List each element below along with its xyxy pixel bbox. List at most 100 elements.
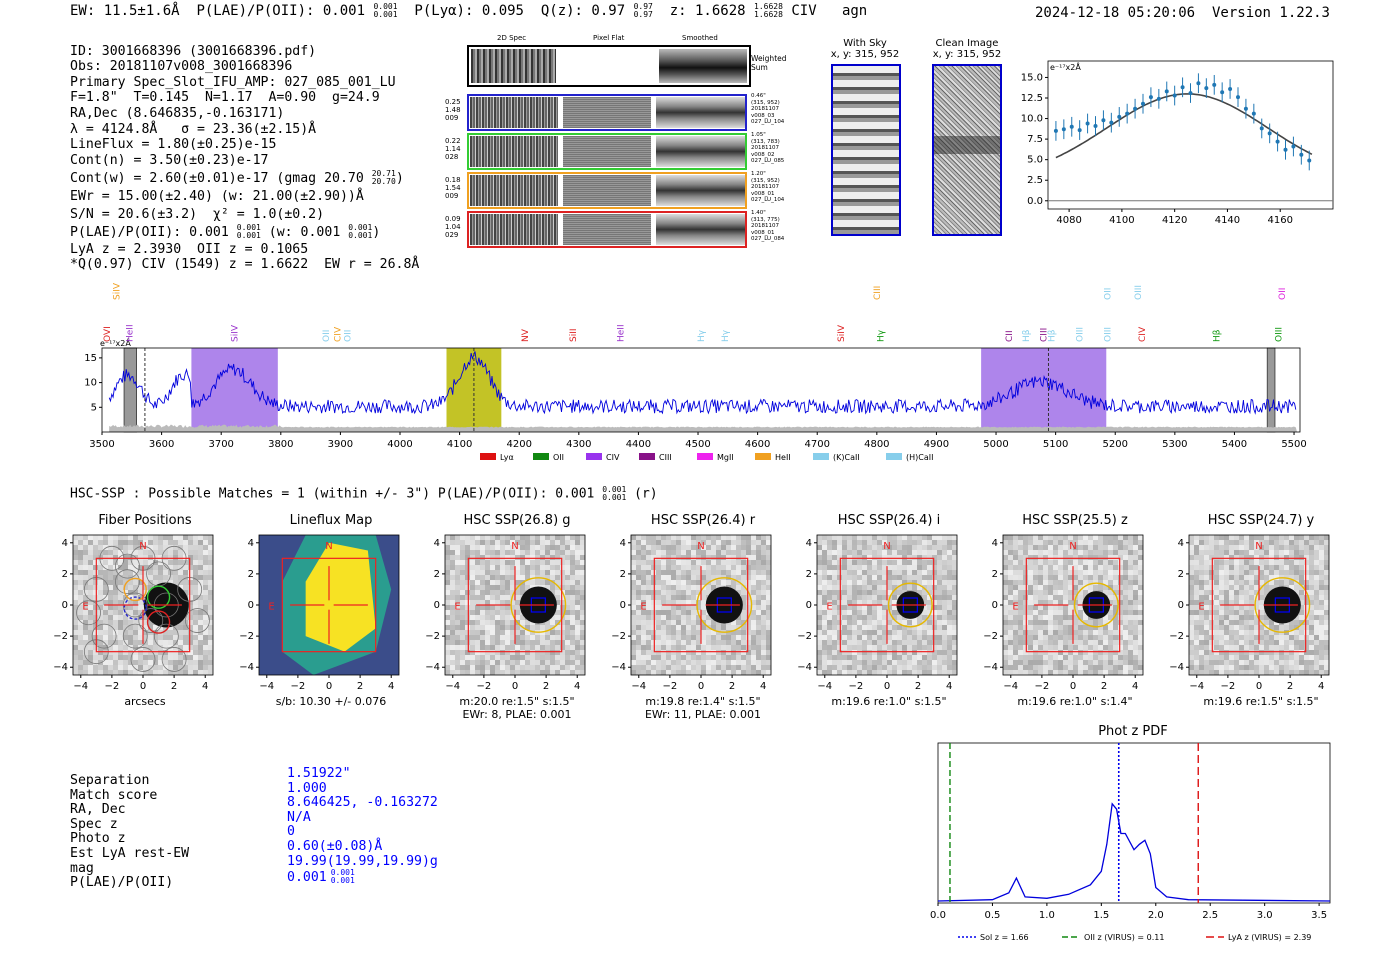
noise-pixel — [766, 635, 771, 640]
noise-pixel — [1028, 545, 1033, 550]
noise-pixel — [93, 555, 98, 560]
noise-pixel — [741, 625, 746, 630]
noise-pixel — [937, 665, 942, 670]
noise-pixel — [530, 660, 535, 665]
noise-pixel — [867, 650, 872, 655]
noise-pixel — [862, 650, 867, 655]
noise-pixel — [1043, 580, 1048, 585]
noise-pixel — [158, 570, 163, 575]
noise-pixel — [203, 615, 208, 620]
noise-pixel — [817, 595, 822, 600]
noise-pixel — [1254, 550, 1259, 555]
noise-pixel — [1003, 635, 1008, 640]
noise-pixel — [1033, 645, 1038, 650]
noise-pixel — [500, 570, 505, 575]
noise-pixel — [892, 595, 897, 600]
noise-pixel — [1093, 655, 1098, 660]
noise-pixel — [656, 625, 661, 630]
noise-pixel — [716, 540, 721, 545]
noise-pixel — [651, 590, 656, 595]
noise-pixel — [1239, 630, 1244, 635]
noise-pixel — [138, 630, 143, 635]
noise-pixel — [696, 670, 701, 675]
noise-pixel — [500, 635, 505, 640]
noise-pixel — [575, 590, 580, 595]
noise-pixel — [666, 555, 671, 560]
noise-pixel — [912, 645, 917, 650]
noise-pixel — [1088, 540, 1093, 545]
noise-pixel — [98, 570, 103, 575]
noise-pixel — [1133, 650, 1138, 655]
noise-pixel — [178, 670, 183, 675]
noise-pixel — [1138, 535, 1143, 540]
noise-pixel — [88, 555, 93, 560]
noise-pixel — [1209, 605, 1214, 610]
spectrum-shaded-window — [981, 348, 1107, 432]
thumb-x-tick-label: 4 — [574, 681, 580, 692]
noise-pixel — [842, 535, 847, 540]
noise-pixel — [746, 570, 751, 575]
noise-pixel — [832, 535, 837, 540]
noise-pixel — [570, 665, 575, 670]
noise-pixel — [1239, 620, 1244, 625]
noise-pixel — [741, 560, 746, 565]
noise-pixel — [937, 550, 942, 555]
noise-pixel — [530, 560, 535, 565]
spectrum-line-label: OII — [344, 330, 354, 342]
noise-pixel — [540, 665, 545, 670]
noise-pixel — [535, 650, 540, 655]
noise-pixel — [128, 620, 133, 625]
noise-pixel — [475, 610, 480, 615]
noise-pixel — [701, 600, 706, 605]
noise-pixel — [168, 550, 173, 555]
noise-pixel — [138, 605, 143, 610]
noise-pixel — [927, 560, 932, 565]
noise-pixel — [1133, 615, 1138, 620]
noise-pixel — [932, 585, 937, 590]
noise-pixel — [701, 575, 706, 580]
noise-pixel — [1269, 665, 1274, 670]
noise-pixel — [1068, 545, 1073, 550]
noise-pixel — [636, 630, 641, 635]
noise-pixel — [73, 570, 78, 575]
noise-pixel — [711, 540, 716, 545]
thumb-x-tick-label: 2 — [357, 681, 363, 692]
noise-pixel — [1033, 650, 1038, 655]
spectrum-line-label: CIV — [1138, 326, 1148, 342]
noise-pixel — [847, 585, 852, 590]
noise-pixel — [927, 655, 932, 660]
noise-pixel — [193, 605, 198, 610]
noise-pixel — [1098, 660, 1103, 665]
noise-pixel — [631, 595, 636, 600]
noise-pixel — [490, 635, 495, 640]
noise-pixel — [872, 550, 877, 555]
noise-pixel — [203, 625, 208, 630]
noise-pixel — [203, 575, 208, 580]
noise-pixel — [686, 545, 691, 550]
noise-pixel — [153, 550, 158, 555]
noise-pixel — [128, 655, 133, 660]
noise-pixel — [555, 625, 560, 630]
noise-pixel — [470, 610, 475, 615]
noise-pixel — [1229, 575, 1234, 580]
noise-pixel — [153, 665, 158, 670]
noise-pixel — [505, 650, 510, 655]
noise-pixel — [726, 565, 731, 570]
noise-pixel — [887, 590, 892, 595]
noise-pixel — [148, 635, 153, 640]
noise-pixel — [515, 610, 520, 615]
noise-pixel — [88, 570, 93, 575]
noise-pixel — [450, 625, 455, 630]
noise-pixel — [560, 610, 565, 615]
noise-pixel — [495, 660, 500, 665]
noise-pixel — [188, 545, 193, 550]
noise-pixel — [1239, 575, 1244, 580]
noise-pixel — [696, 545, 701, 550]
noise-pixel — [555, 645, 560, 650]
noise-pixel — [907, 620, 912, 625]
noise-pixel — [1224, 545, 1229, 550]
noise-pixel — [555, 660, 560, 665]
noise-pixel — [1269, 640, 1274, 645]
noise-pixel — [148, 545, 153, 550]
noise-pixel — [1239, 610, 1244, 615]
